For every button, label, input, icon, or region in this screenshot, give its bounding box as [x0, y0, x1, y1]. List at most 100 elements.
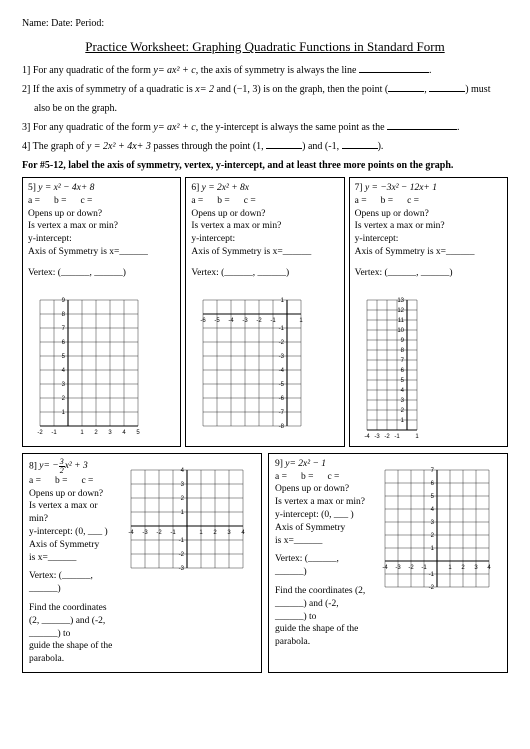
- q4-blank2[interactable]: [342, 139, 378, 149]
- svg-text:-2: -2: [279, 340, 285, 346]
- p5-aos: Axis of Symmetry is x=______: [28, 246, 175, 259]
- svg-text:-6: -6: [201, 318, 207, 324]
- svg-text:2: 2: [94, 430, 98, 436]
- q3-end: .: [457, 122, 460, 133]
- p8-c: c =: [81, 475, 93, 488]
- name-label: Name:: [22, 18, 49, 29]
- p9-aos1: Axis of Symmetry: [275, 522, 367, 535]
- q2-blank1[interactable]: [388, 82, 424, 92]
- period-label: Period:: [75, 18, 104, 29]
- p9-num: 9]: [275, 459, 283, 469]
- problem-6: 6] y = 2x² + 8x a =b =c = Opens up or do…: [185, 177, 344, 447]
- p9-aos2: is x=______: [275, 535, 367, 548]
- q3-blank[interactable]: [387, 120, 457, 130]
- q3-t2: , the y-intercept is always the same poi…: [196, 122, 387, 133]
- problem-9: 9] y= 2x² − 1 a =b =c = Opens up or down…: [268, 453, 508, 673]
- svg-text:-3: -3: [243, 318, 249, 324]
- problems-row-1: 5] y = x² − 4x+ 8 a =b =c = Opens up or …: [22, 177, 508, 447]
- question-4: 4] The graph of y = 2x² + 4x+ 3 passes t…: [22, 139, 508, 154]
- q4-eq: y = 2x² + 4x+ 3: [87, 141, 151, 152]
- svg-text:13: 13: [397, 298, 404, 304]
- p8-vertex: Vertex: (______, ______): [29, 570, 113, 596]
- p9-b: b =: [301, 471, 313, 484]
- q3-t1: For any quadratic of the form: [33, 122, 154, 133]
- p5-c: c =: [80, 195, 92, 208]
- p5-num: 5]: [28, 183, 36, 193]
- p9-c: c =: [327, 471, 339, 484]
- p8-aos2: is x=______: [29, 552, 113, 565]
- svg-text:4: 4: [181, 468, 185, 474]
- q4-t3: ) and (-1,: [302, 141, 341, 152]
- p8-maxmin: Is vertex a max or min?: [29, 500, 113, 526]
- svg-text:-1: -1: [394, 434, 400, 440]
- q4-t2: passes through the point (1,: [151, 141, 266, 152]
- q2-t1: If the axis of symmetry of a quadratic i…: [33, 84, 195, 95]
- svg-text:1: 1: [281, 298, 285, 304]
- p5-vertex: Vertex: (______, ______): [28, 267, 175, 280]
- svg-text:9: 9: [400, 338, 404, 344]
- svg-text:-5: -5: [279, 382, 285, 388]
- p6-grid: -6-5-4-3-2-11-8-7-6-5-4-3-2-11: [191, 288, 338, 438]
- p8-b: b =: [55, 475, 67, 488]
- svg-text:8: 8: [400, 348, 404, 354]
- svg-text:5: 5: [431, 494, 435, 500]
- p7-opens: Opens up or down?: [355, 208, 502, 221]
- svg-text:2: 2: [431, 533, 435, 539]
- q1-t2: , the axis of symmetry is always the lin…: [196, 65, 359, 76]
- svg-text:2: 2: [213, 530, 217, 536]
- p6-eq: y = 2x² + 8x: [202, 183, 249, 193]
- svg-text:-3: -3: [395, 565, 401, 571]
- svg-text:-3: -3: [279, 354, 285, 360]
- p9-find2: guide the shape of the parabola.: [275, 623, 367, 649]
- svg-text:-7: -7: [279, 410, 285, 416]
- svg-text:5: 5: [400, 378, 404, 384]
- q2-num: 2]: [22, 84, 30, 95]
- p8-grid: -4-3-2-11234-3-2-11234: [119, 458, 255, 666]
- p7-eq: y = −3x² − 12x+ 1: [365, 183, 437, 193]
- p5-opens: Opens up or down?: [28, 208, 175, 221]
- svg-text:-3: -3: [179, 566, 185, 572]
- svg-text:12: 12: [397, 308, 404, 314]
- svg-text:-1: -1: [279, 326, 285, 332]
- q2-t4: ) must: [465, 84, 490, 95]
- q2-blank2[interactable]: [429, 82, 465, 92]
- svg-text:2: 2: [461, 565, 465, 571]
- p8-find1: Find the coordinates (2, ______) and (-2…: [29, 602, 113, 640]
- svg-text:3: 3: [181, 482, 185, 488]
- svg-text:5: 5: [136, 430, 140, 436]
- svg-text:-2: -2: [257, 318, 263, 324]
- p5-a: a =: [28, 195, 40, 208]
- q2-t2: and (−1, 3) is on the graph, then the po…: [214, 84, 388, 95]
- svg-text:6: 6: [62, 340, 66, 346]
- p6-b: b =: [217, 195, 229, 208]
- problems-row-2: 8] y= −32x² + 3 a =b =c = Opens up or do…: [22, 453, 508, 673]
- svg-text:2: 2: [181, 496, 185, 502]
- p7-b: b =: [381, 195, 393, 208]
- svg-text:4: 4: [487, 565, 491, 571]
- svg-text:-1: -1: [421, 565, 427, 571]
- q2-eq: x= 2: [195, 84, 214, 95]
- p7-num: 7]: [355, 183, 363, 193]
- svg-text:11: 11: [397, 318, 404, 324]
- p8-eq-post: x² + 3: [65, 461, 88, 471]
- svg-text:3: 3: [227, 530, 231, 536]
- q1-blank[interactable]: [359, 63, 429, 73]
- svg-text:1: 1: [80, 430, 84, 436]
- svg-text:-1: -1: [170, 530, 176, 536]
- q4-blank1[interactable]: [266, 139, 302, 149]
- p9-maxmin: Is vertex a max or min?: [275, 496, 367, 509]
- svg-text:6: 6: [431, 481, 435, 487]
- p7-a: a =: [355, 195, 367, 208]
- svg-text:-2: -2: [156, 530, 162, 536]
- svg-text:-1: -1: [429, 572, 435, 578]
- svg-text:-4: -4: [364, 434, 370, 440]
- p7-vertex: Vertex: (______, ______): [355, 267, 502, 280]
- header-line: Name: Date: Period:: [22, 18, 508, 29]
- svg-text:1: 1: [400, 418, 404, 424]
- svg-text:4: 4: [431, 507, 435, 513]
- problem-5: 5] y = x² − 4x+ 8 a =b =c = Opens up or …: [22, 177, 181, 447]
- svg-text:3: 3: [474, 565, 478, 571]
- p7-c: c =: [407, 195, 419, 208]
- svg-text:8: 8: [62, 312, 66, 318]
- p8-opens: Opens up or down?: [29, 488, 113, 501]
